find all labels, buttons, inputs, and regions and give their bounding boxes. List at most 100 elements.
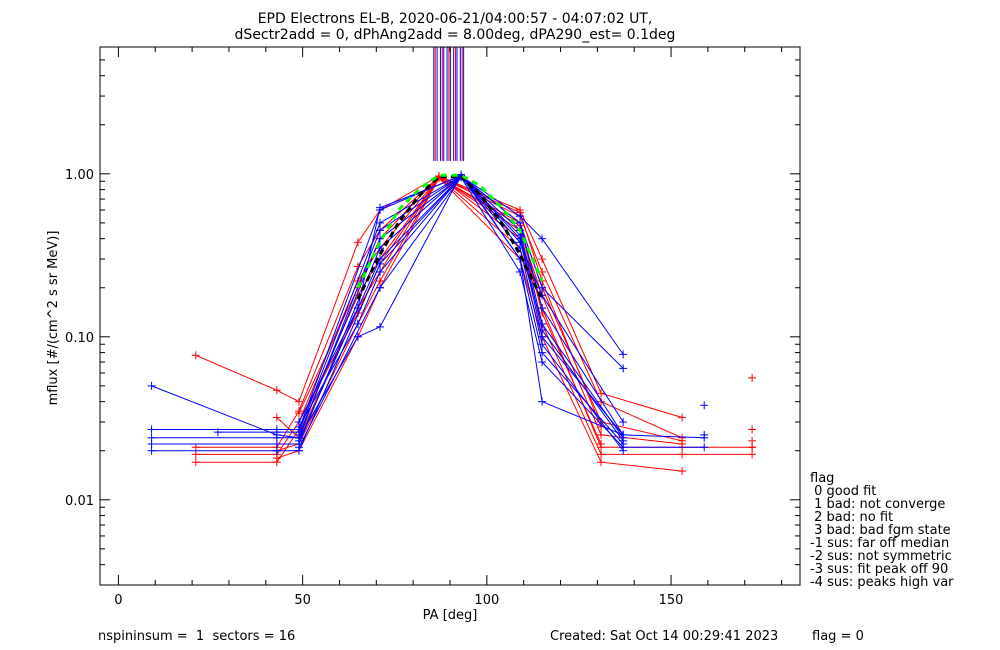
legend-item-4: -1 sus: far off median bbox=[810, 536, 949, 551]
legend-item-3: 3 bad: bad fgm state bbox=[810, 523, 951, 538]
series-blue-0-point-4 bbox=[376, 322, 384, 331]
y-tick-label-2: 1.00 bbox=[65, 168, 94, 183]
series-blue-0 bbox=[147, 170, 628, 442]
series-blue-4-point-0 bbox=[147, 446, 156, 455]
series-blue-5 bbox=[213, 171, 709, 442]
series-blue-7-point-4 bbox=[516, 218, 524, 227]
series-blue-4-point-6 bbox=[538, 340, 547, 349]
series-blue-5-point-3 bbox=[376, 218, 384, 227]
series-blue-8-point-6 bbox=[700, 443, 709, 452]
series-blue-3-point-0 bbox=[147, 439, 156, 448]
series-red-5 bbox=[272, 173, 757, 459]
series-red-0-point-1 bbox=[272, 386, 281, 395]
series-red-3-line bbox=[195, 176, 683, 463]
x-tick-label-0: 0 bbox=[114, 593, 122, 608]
series-blue-0-point-7 bbox=[538, 397, 547, 406]
footer-flag: flag = 0 bbox=[812, 629, 864, 644]
series-blue-9-point-1 bbox=[376, 234, 384, 243]
series-blue-2 bbox=[147, 171, 628, 442]
series-red-3-point-8 bbox=[597, 430, 606, 439]
series-red-0-point-7 bbox=[538, 255, 547, 264]
series-red-0-point-3 bbox=[353, 238, 362, 247]
legend-title: flag bbox=[810, 471, 834, 486]
series-blue-9-point-5 bbox=[619, 418, 628, 427]
series-blue-5-point-0 bbox=[213, 428, 222, 437]
fit-black-dashed bbox=[356, 175, 544, 300]
series-blue-6-point-4 bbox=[516, 212, 524, 221]
series-red-6-point-8 bbox=[678, 467, 687, 476]
legend-item-6: -3 sus: fit peak off 90 bbox=[810, 562, 948, 577]
series-red-0-line bbox=[195, 175, 683, 418]
series-blue-1-point-0 bbox=[147, 425, 156, 434]
series-blue-1 bbox=[147, 171, 628, 439]
series-blue-7-point-1 bbox=[353, 319, 362, 328]
series-blue-8-point-1 bbox=[376, 283, 384, 292]
series-blue-8 bbox=[294, 173, 709, 452]
series-blue-5-point-1 bbox=[272, 428, 281, 437]
point-blue-0 bbox=[700, 401, 709, 410]
series-blue-8-point-3 bbox=[516, 267, 524, 276]
series-red-4-point-0 bbox=[272, 413, 281, 422]
series-red-3-point-0 bbox=[191, 458, 200, 467]
series-red-5-point-7 bbox=[597, 450, 606, 459]
x-tick-label-2: 100 bbox=[474, 593, 499, 608]
series-blue-10-point-5 bbox=[619, 436, 628, 445]
series-red-1 bbox=[191, 172, 687, 452]
series-red-0-point-8 bbox=[597, 389, 606, 398]
series-red-6-point-0 bbox=[272, 454, 281, 463]
series-red-5-point-9 bbox=[748, 450, 757, 459]
series-blue-0-point-0 bbox=[147, 381, 156, 390]
series-blue-7-point-6 bbox=[619, 364, 628, 373]
series-red-0-point-2 bbox=[294, 397, 303, 406]
footer-created: Created: Sat Oct 14 00:29:41 2023 bbox=[550, 629, 778, 644]
legend: flag 0 good fit 1 bad: not converge 2 ba… bbox=[810, 471, 954, 590]
series-blue-10 bbox=[294, 172, 628, 445]
series-blue-10-point-0 bbox=[294, 436, 303, 445]
series-red-8-point-6 bbox=[597, 439, 606, 448]
x-tick-label-1: 50 bbox=[294, 593, 311, 608]
series-blue-10-line bbox=[298, 175, 624, 442]
series-blue-3-point-1 bbox=[272, 439, 281, 448]
series-blue-5-point-6 bbox=[538, 304, 547, 313]
point-red-3 bbox=[748, 443, 757, 452]
legend-item-1: 1 bad: not converge bbox=[810, 497, 945, 512]
fit-green-dashed bbox=[356, 173, 544, 289]
series-red-5-point-8 bbox=[678, 450, 687, 459]
footer-spin-info: nspininsum = 1 sectors = 16 bbox=[98, 629, 295, 644]
legend-item-0: 0 good fit bbox=[810, 484, 876, 499]
series-red-7 bbox=[294, 172, 606, 431]
point-blue-1 bbox=[700, 430, 709, 439]
legend-item-2: 2 bad: no fit bbox=[810, 510, 893, 525]
series-blue-6-point-5 bbox=[538, 234, 547, 243]
series-blue-3-line bbox=[151, 175, 624, 445]
series-red-8 bbox=[294, 173, 606, 448]
series-red-0-point-0 bbox=[191, 351, 200, 360]
series-blue-1-line bbox=[151, 174, 624, 436]
fit-black-dashed-line bbox=[356, 175, 544, 300]
series-red-0 bbox=[191, 171, 687, 422]
y-tick-label-1: 0.10 bbox=[65, 331, 94, 346]
y-tick-label-0: 0.01 bbox=[65, 494, 94, 509]
series-red-1-point-0 bbox=[191, 443, 200, 452]
series-blue-6-point-2 bbox=[376, 203, 384, 212]
legend-item-5: -2 sus: not symmetric bbox=[810, 549, 952, 564]
point-red-1 bbox=[748, 425, 757, 434]
y-axis-label: mflux [#/(cm^2 s sr MeV)] bbox=[46, 231, 61, 406]
series-red-1-line bbox=[195, 176, 683, 448]
series-red-1-point-8 bbox=[597, 397, 606, 406]
series-blue-1-point-6 bbox=[538, 332, 547, 341]
point-red-0 bbox=[748, 373, 757, 382]
series-red-0-point-9 bbox=[678, 413, 687, 422]
chart-title-line1: EPD Electrons EL-B, 2020-06-21/04:00:57 … bbox=[258, 11, 653, 27]
legend-item-7: -4 sus: peaks high var bbox=[810, 575, 954, 590]
series-blue-5-line bbox=[217, 175, 705, 439]
series-red-6 bbox=[272, 174, 687, 476]
series-blue-6-point-6 bbox=[619, 350, 628, 359]
chart-title-line2: dSectr2add = 0, dPhAng2add = 8.00deg, dP… bbox=[235, 27, 676, 43]
series-red-2-point-0 bbox=[191, 450, 200, 459]
x-axis-label: PA [deg] bbox=[423, 608, 478, 623]
series-blue-7-point-0 bbox=[294, 422, 303, 431]
series-red-6-point-7 bbox=[597, 458, 606, 467]
series-red-7-point-0 bbox=[294, 409, 303, 418]
